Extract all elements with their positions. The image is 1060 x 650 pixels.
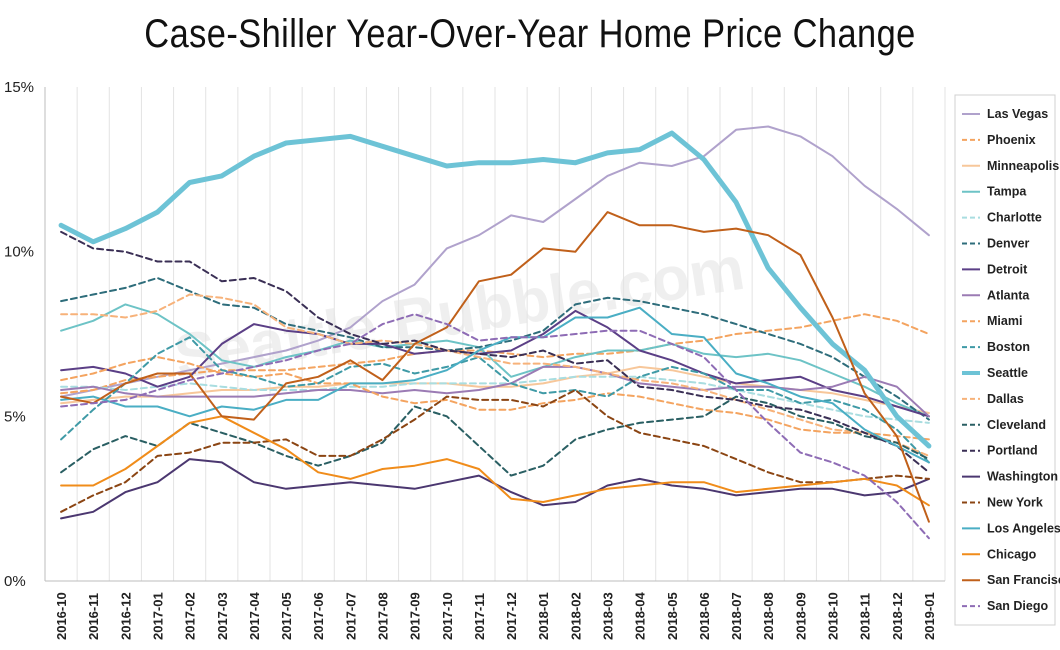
legend-label: Washington — [987, 470, 1058, 484]
series-line-chicago — [60, 415, 930, 507]
y-tick-label: 10% — [4, 244, 34, 261]
x-tick-label: 2017-02 — [183, 592, 198, 640]
series-line-portland — [60, 230, 930, 474]
series-line-atlanta — [60, 365, 930, 418]
series-line-san-francisco — [60, 211, 930, 523]
x-tick-label: 2017-11 — [472, 593, 487, 640]
legend-label: Portland — [987, 444, 1038, 458]
legend-label: Tampa — [987, 185, 1027, 199]
legend-label: Dallas — [987, 392, 1024, 406]
legend-label: Cleveland — [987, 418, 1046, 432]
legend-label: San Francisco — [987, 573, 1060, 587]
x-tick-label: 2017-01 — [151, 592, 166, 640]
series-line-boston — [60, 336, 930, 464]
axes: 0% 5% 10% 15% 2016-10 2016-11 2016-12 2017-01 20… — [4, 79, 945, 640]
x-tick-label: 2018-07 — [729, 592, 744, 640]
series-line-charlotte — [60, 375, 930, 424]
x-tick-label: 2018-06 — [697, 592, 712, 640]
legend-label: San Diego — [987, 599, 1048, 613]
legend-label: New York — [987, 496, 1043, 510]
series-line-dallas — [60, 293, 930, 457]
legend-label: Phoenix — [987, 133, 1036, 147]
x-tick-label: 2017-07 — [343, 592, 358, 640]
x-tick-label: 2018-01 — [536, 592, 551, 640]
x-tick-label: 2018-09 — [793, 592, 808, 640]
legend-label: Denver — [987, 237, 1030, 251]
legend-label: Chicago — [987, 547, 1037, 561]
legend-label: Atlanta — [987, 288, 1030, 302]
x-tick-label: 2018-02 — [568, 592, 583, 640]
y-tick-label: 15% — [4, 79, 34, 96]
series-line-miami — [60, 356, 930, 441]
legend-label: Charlotte — [987, 211, 1042, 225]
x-tick-label: 2017-12 — [504, 592, 519, 640]
x-tick-label: 2016-12 — [118, 592, 133, 640]
x-tick-label: 2018-05 — [665, 592, 680, 640]
x-tick-label: 2017-10 — [440, 592, 455, 640]
x-tick-label: 2018-11 — [858, 593, 873, 640]
y-tick-label: 0% — [4, 573, 26, 590]
y-tick-label: 5% — [4, 408, 26, 425]
legend-label: Miami — [987, 314, 1022, 328]
x-tick-label: 2017-05 — [279, 592, 294, 640]
legend-label: Los Angeles — [987, 521, 1060, 535]
series-lines — [58, 125, 932, 540]
x-tick-label: 2018-04 — [633, 592, 648, 640]
chart-title: Case-Shiller Year-Over-Year Home Price C… — [144, 12, 916, 56]
legend-box — [954, 94, 1056, 626]
series-line-las-vegas — [60, 125, 930, 398]
series-line-new-york — [60, 389, 930, 513]
x-tick-label: 2018-10 — [826, 592, 841, 640]
x-tick-label: 2017-09 — [408, 592, 423, 640]
x-tick-label: 2019-01 — [922, 592, 937, 640]
x-tick-label: 2017-06 — [311, 592, 326, 640]
legend-label: Detroit — [987, 262, 1028, 276]
series-line-san-diego — [60, 313, 930, 540]
legend-label: Las Vegas — [987, 107, 1048, 121]
series-line-seattle — [58, 130, 932, 449]
series-line-tampa — [60, 303, 930, 418]
x-tick-label: 2017-03 — [215, 592, 230, 640]
series-line-los-angeles — [60, 306, 930, 464]
legend-label: Seattle — [987, 366, 1028, 380]
series-line-cleveland — [60, 395, 930, 477]
series-line-phoenix — [60, 313, 930, 395]
x-tick-label: 2016-10 — [54, 592, 69, 640]
x-tick-label: 2016-11 — [86, 593, 101, 640]
x-tick-label: 2017-04 — [247, 592, 262, 640]
x-tick-label: 2017-08 — [376, 592, 391, 640]
x-tick-label: 2018-08 — [761, 592, 776, 640]
series-line-detroit — [60, 309, 930, 418]
x-tick-label: 2018-12 — [890, 592, 905, 640]
legend: Las Vegas Phoenix Minneapolis Tampa Charlott… — [954, 94, 1060, 626]
legend-label: Boston — [987, 340, 1030, 354]
x-tick-label: 2018-03 — [601, 592, 616, 640]
legend-label: Minneapolis — [987, 159, 1059, 173]
